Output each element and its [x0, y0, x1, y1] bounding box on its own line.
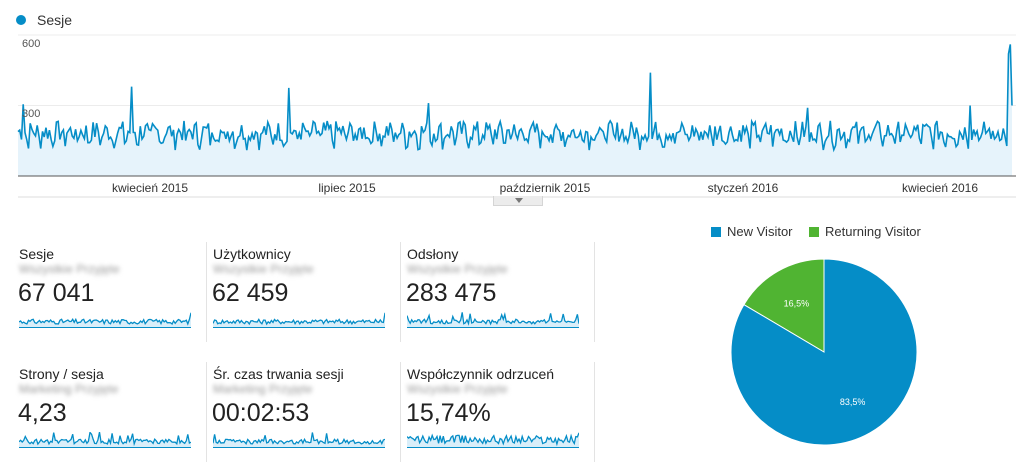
- sparkline-line: [19, 432, 191, 447]
- returning-visitor-swatch: [809, 226, 819, 237]
- sparkline-area: [213, 312, 385, 328]
- x-tick-label: kwiecień 2016: [901, 181, 979, 195]
- pie-slice-returning-visitor: [743, 258, 825, 353]
- metric-value: 283 475: [406, 279, 497, 307]
- sparkline-line: [213, 312, 385, 326]
- metric-sparkline: [19, 432, 191, 448]
- card-divider: [206, 242, 207, 342]
- chart-collapse-toggle[interactable]: [493, 196, 543, 206]
- x-tick-label: październik 2015: [499, 181, 591, 195]
- x-tick-label: kwiecień 2015: [111, 181, 189, 195]
- sparkline-line: [407, 312, 579, 326]
- card-divider: [400, 362, 401, 462]
- caret-down-icon: [515, 198, 523, 203]
- metric-sparkline: [19, 312, 191, 328]
- visitor-type-pie-chart: 16,5% 83,5%: [730, 258, 918, 446]
- metric-card-bounce-rate[interactable]: Współczynnik odrzuceń Wszystkie Przyjęte…: [406, 362, 595, 462]
- metric-title: Sesje: [19, 246, 55, 262]
- metric-segment-label: Wszystkie Przyjęte: [407, 382, 508, 396]
- y-tick-300: 300: [22, 108, 41, 120]
- sessions-line-chart: [17, 34, 1016, 198]
- metric-segment-label: Marketing Przyjęte: [213, 382, 313, 396]
- sessions-series-line: [17, 44, 1013, 153]
- metric-sparkline: [407, 432, 579, 448]
- metric-title: Użytkownicy: [213, 246, 291, 262]
- pie-slice-label: 16,5%: [784, 299, 810, 309]
- sparkline-area: [213, 432, 385, 448]
- metric-segment-label: Wszystkie Przyjęte: [407, 262, 508, 276]
- metric-sparkline: [407, 312, 579, 328]
- sparkline-area: [19, 312, 191, 328]
- metric-sparkline: [213, 432, 385, 448]
- metric-segment-label: Wszystkie Przyjęte: [19, 262, 120, 276]
- metric-value: 62 459: [212, 279, 289, 307]
- chart-legend: Sesje: [16, 12, 72, 28]
- metric-value: 00:02:53: [212, 399, 310, 427]
- new-visitor-swatch: [711, 226, 721, 237]
- metric-title: Śr. czas trwania sesji: [213, 366, 344, 382]
- sessions-legend-dot: [16, 15, 26, 25]
- sparkline-line: [19, 312, 191, 326]
- legend-label: Returning Visitor: [825, 224, 921, 239]
- pie-legend-new-visitor[interactable]: New Visitor: [711, 224, 793, 239]
- metric-card-pageviews[interactable]: Odsłony Wszystkie Przyjęte 283 475: [406, 242, 595, 342]
- metric-card-users[interactable]: Użytkownicy Wszystkie Przyjęte 62 459: [212, 242, 401, 342]
- pie-slice-label: 83,5%: [840, 397, 866, 407]
- metric-value: 67 041: [18, 279, 95, 307]
- sessions-area: [18, 44, 1012, 177]
- sparkline-line: [407, 432, 579, 447]
- metric-sparkline: [213, 312, 385, 328]
- sparkline-line: [213, 432, 385, 446]
- metric-card-pages-per-session[interactable]: Strony / sesja Marketing Przyjęte 4,23: [18, 362, 207, 462]
- card-divider: [594, 362, 595, 462]
- metric-title: Strony / sesja: [19, 366, 104, 382]
- sparkline-area: [407, 432, 579, 448]
- sparkline-area: [407, 312, 579, 328]
- metric-card-avg-session-duration[interactable]: Śr. czas trwania sesji Marketing Przyjęt…: [212, 362, 401, 462]
- y-tick-600: 600: [22, 38, 41, 50]
- card-divider: [594, 242, 595, 342]
- legend-sessions-label: Sesje: [37, 12, 73, 28]
- pie-slice-new-visitor: [730, 258, 918, 446]
- sparkline-area: [19, 432, 191, 448]
- x-tick-label: styczeń 2016: [707, 181, 779, 195]
- metric-title: Współczynnik odrzuceń: [407, 366, 555, 382]
- metric-card-sessions[interactable]: Sesje Wszystkie Przyjęte 67 041: [18, 242, 207, 342]
- metric-title: Odsłony: [407, 246, 459, 262]
- x-tick-label: lipiec 2015: [318, 181, 376, 195]
- card-divider: [400, 242, 401, 342]
- metric-segment-label: Wszystkie Przyjęte: [213, 262, 314, 276]
- pie-legend-returning-visitor[interactable]: Returning Visitor: [809, 224, 921, 239]
- legend-label: New Visitor: [727, 224, 793, 239]
- metric-value: 4,23: [18, 399, 67, 427]
- card-divider: [206, 362, 207, 462]
- metric-value: 15,74%: [406, 399, 491, 427]
- metric-segment-label: Marketing Przyjęte: [19, 382, 119, 396]
